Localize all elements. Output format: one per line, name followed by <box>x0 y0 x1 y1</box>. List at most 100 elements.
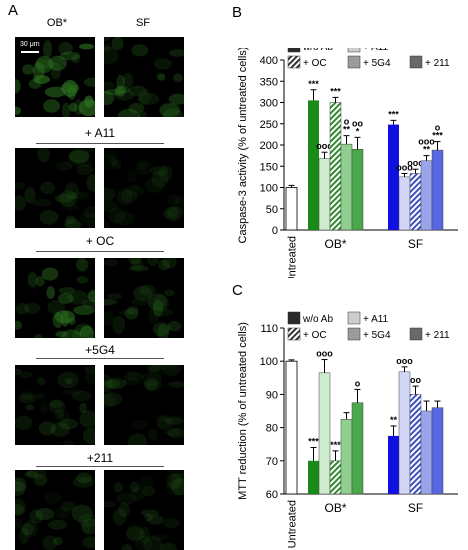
divider-line <box>36 251 164 252</box>
caspase-chart: 0 50 100 150 200 250 300 350 400 Caspase-3 activi… <box>237 48 458 278</box>
micrograph-sf-no-antibody <box>104 37 184 117</box>
cell-fluorescence <box>166 473 182 490</box>
y-tick-label: 110 <box>260 323 278 335</box>
cell-fluorescence <box>125 185 145 198</box>
cell-fluorescence <box>163 206 183 222</box>
cell-fluorescence <box>115 86 130 94</box>
cell-fluorescence <box>113 482 124 493</box>
cell-fluorescence <box>71 54 80 64</box>
cell-fluorescence <box>153 299 164 318</box>
micrograph-texture <box>15 470 95 550</box>
legend-label: + OC <box>303 58 327 69</box>
cell-fluorescence <box>169 49 184 57</box>
cell-fluorescence <box>111 37 124 51</box>
legend-swatch <box>347 48 361 53</box>
legend-label: + 211 <box>425 58 450 69</box>
cell-fluorescence <box>63 203 80 211</box>
cell-fluorescence <box>116 492 136 505</box>
cell-fluorescence <box>39 401 48 415</box>
bar <box>420 160 433 231</box>
cell-fluorescence <box>148 307 159 324</box>
cell-fluorescence <box>78 513 95 528</box>
y-tick-label: 100 <box>260 356 278 368</box>
micrograph-texture <box>104 258 182 338</box>
cell-fluorescence <box>46 286 55 299</box>
cell-fluorescence <box>157 259 170 271</box>
cell-fluorescence <box>41 267 59 281</box>
cell-fluorescence <box>15 477 27 492</box>
cell-fluorescence <box>135 160 153 176</box>
legend-swatch <box>347 327 361 341</box>
cell-fluorescence <box>113 89 135 101</box>
cell-fluorescence <box>164 428 182 437</box>
cell-fluorescence <box>128 85 148 97</box>
legend-label: + 211 <box>425 330 450 341</box>
cell-fluorescence <box>139 526 151 544</box>
cell-fluorescence <box>104 37 112 41</box>
cell-fluorescence <box>76 276 89 284</box>
cell-fluorescence <box>86 174 95 192</box>
cell-fluorescence <box>60 501 76 512</box>
cell-fluorescence <box>162 258 177 269</box>
cell-fluorescence <box>167 470 184 478</box>
cell-fluorescence <box>70 191 90 200</box>
cell-fluorescence <box>104 90 115 106</box>
cell-fluorescence <box>26 470 47 479</box>
cell-fluorescence <box>86 220 95 228</box>
cell-fluorescence <box>64 220 84 228</box>
cell-fluorescence <box>76 472 92 484</box>
cell-fluorescence <box>22 64 35 75</box>
cell-fluorescence <box>131 298 149 306</box>
cell-fluorescence <box>43 99 60 113</box>
cell-fluorescence <box>127 305 139 315</box>
cell-fluorescence <box>79 325 94 338</box>
cell-fluorescence <box>112 159 122 170</box>
legend-swatch <box>409 55 423 69</box>
cell-fluorescence <box>112 508 127 526</box>
micrograph-texture <box>104 470 184 550</box>
cell-fluorescence <box>67 317 76 325</box>
y-axis-label: Caspase-3 activity (% of untreated cells… <box>237 48 249 243</box>
significance-label: o <box>355 378 361 388</box>
cell-fluorescence <box>24 302 41 314</box>
cell-fluorescence <box>122 378 140 385</box>
cell-fluorescence <box>145 380 163 391</box>
cell-fluorescence <box>52 312 64 328</box>
cell-fluorescence <box>168 381 184 388</box>
cell-fluorescence <box>25 404 35 411</box>
cell-fluorescence <box>114 85 126 97</box>
cell-fluorescence <box>150 165 169 176</box>
cell-fluorescence <box>44 492 63 505</box>
cell-fluorescence <box>50 62 62 80</box>
bar <box>329 102 342 231</box>
cell-fluorescence <box>142 486 155 497</box>
y-tick-label: 100 <box>260 183 278 195</box>
y-tick-label: 150 <box>260 161 278 173</box>
cell-fluorescence <box>83 205 95 219</box>
cell-fluorescence <box>59 51 81 61</box>
cell-fluorescence <box>54 310 76 324</box>
cell-fluorescence <box>82 522 91 535</box>
micrograph-ob-211 <box>15 470 95 550</box>
cell-fluorescence <box>116 188 133 206</box>
y-tick-label: 250 <box>260 119 278 131</box>
cell-fluorescence <box>151 170 169 188</box>
legend-swatch <box>347 311 361 325</box>
cell-fluorescence <box>56 161 73 171</box>
bar <box>420 410 433 495</box>
cell-fluorescence <box>27 272 38 288</box>
micrograph-ob-a11 <box>15 148 95 228</box>
significance-label: *** <box>330 440 341 450</box>
cell-fluorescence <box>15 481 26 496</box>
significance-label: ooo <box>418 137 435 147</box>
cell-fluorescence <box>48 519 68 530</box>
significance-label: ooo <box>316 349 333 359</box>
cell-fluorescence <box>172 197 184 213</box>
micrograph-texture <box>15 40 95 117</box>
cell-fluorescence <box>143 377 158 391</box>
cell-fluorescence <box>104 154 116 170</box>
cell-fluorescence <box>121 544 133 550</box>
cell-fluorescence <box>135 535 153 550</box>
cell-fluorescence <box>22 519 38 538</box>
bar <box>409 394 422 495</box>
